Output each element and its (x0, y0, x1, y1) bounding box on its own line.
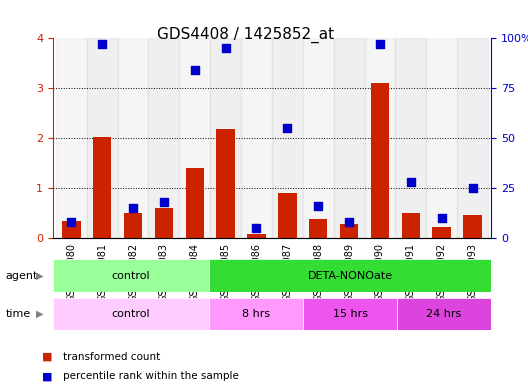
Point (345, 219, 353, 225)
Point (67, 219, 76, 225)
Bar (185, 168, 204, 238)
Text: control: control (112, 270, 150, 281)
Text: ■: ■ (42, 352, 53, 362)
Bar (303, 38, 334, 238)
FancyBboxPatch shape (209, 298, 303, 330)
Point (283, 125, 291, 131)
Text: ▶: ▶ (36, 270, 43, 281)
Bar (93, 137, 111, 238)
Bar (463, 215, 482, 238)
FancyBboxPatch shape (53, 259, 209, 292)
Bar (432, 227, 451, 238)
Bar (371, 83, 389, 238)
Bar (457, 38, 488, 238)
Bar (87, 38, 118, 238)
Point (437, 215, 446, 221)
Text: DETA-NONOate: DETA-NONOate (308, 270, 393, 281)
Point (468, 185, 477, 191)
Point (159, 199, 168, 205)
Bar (62, 220, 81, 238)
Point (252, 225, 261, 231)
Text: ■: ■ (42, 371, 53, 381)
Text: ▶: ▶ (36, 309, 43, 319)
Text: agent: agent (5, 270, 37, 281)
FancyBboxPatch shape (209, 259, 491, 292)
Bar (272, 38, 303, 238)
Point (407, 179, 415, 185)
Bar (210, 38, 241, 238)
Bar (118, 38, 148, 238)
Bar (247, 234, 266, 238)
Bar (155, 208, 173, 238)
Bar (364, 38, 395, 238)
Point (129, 205, 137, 211)
Point (191, 67, 199, 73)
FancyBboxPatch shape (53, 298, 209, 330)
FancyBboxPatch shape (303, 298, 397, 330)
Text: time: time (5, 309, 31, 319)
Bar (124, 213, 143, 238)
Bar (309, 219, 327, 238)
Bar (148, 38, 180, 238)
Bar (401, 213, 420, 238)
Bar (340, 224, 359, 238)
Text: control: control (112, 309, 150, 319)
Bar (278, 193, 297, 238)
Point (98, 41, 107, 48)
Bar (334, 38, 364, 238)
Point (376, 41, 384, 48)
Bar (395, 38, 426, 238)
Point (221, 45, 230, 51)
Bar (216, 129, 235, 238)
Bar (426, 38, 457, 238)
Text: GDS4408 / 1425852_at: GDS4408 / 1425852_at (157, 27, 334, 43)
Text: percentile rank within the sample: percentile rank within the sample (63, 371, 239, 381)
Text: transformed count: transformed count (63, 352, 161, 362)
Bar (241, 38, 272, 238)
Bar (56, 38, 87, 238)
Bar (180, 38, 210, 238)
Text: 8 hrs: 8 hrs (242, 309, 270, 319)
Point (314, 203, 323, 209)
Text: 24 hrs: 24 hrs (427, 309, 461, 319)
FancyBboxPatch shape (397, 298, 491, 330)
Text: 15 hrs: 15 hrs (333, 309, 367, 319)
